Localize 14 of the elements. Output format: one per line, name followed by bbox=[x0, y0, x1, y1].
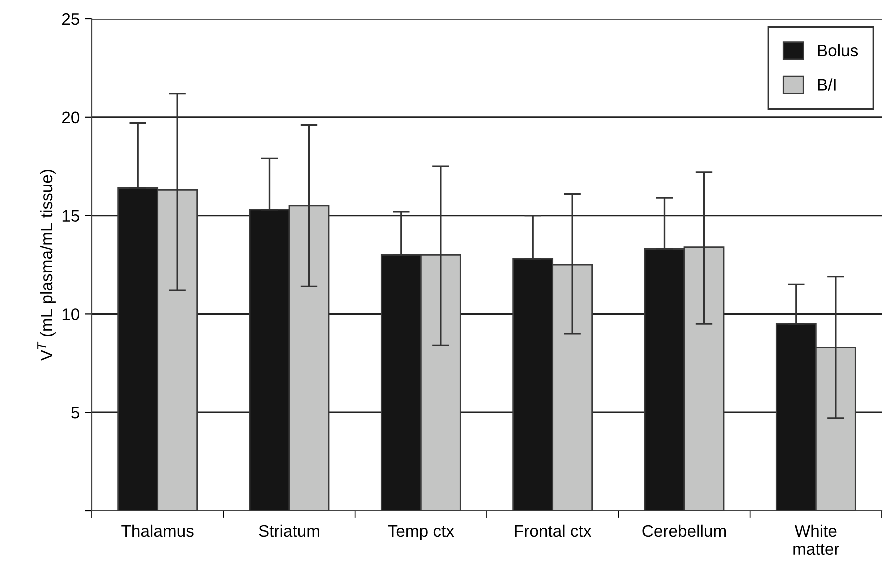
y-tick-label: 5 bbox=[72, 407, 80, 419]
y-tick-label: 15 bbox=[62, 210, 80, 222]
x-tick-label: Thalamus bbox=[122, 524, 194, 538]
legend-label: B/I bbox=[818, 78, 836, 91]
y-tick-label: 20 bbox=[62, 112, 80, 124]
y-axis-title: V$^{T}$ (mL plasma/mL tissue) bbox=[38, 170, 56, 362]
x-tick-label: Cerebellum bbox=[642, 524, 726, 538]
x-tick-label: Frontal ctx bbox=[515, 524, 592, 538]
x-tick-label: White matter bbox=[794, 524, 840, 556]
x-tick-label: Striatum bbox=[259, 524, 320, 538]
x-tick-label: Temp ctx bbox=[388, 526, 454, 540]
y-tick-label: 25 bbox=[62, 13, 80, 26]
legend-label: Bolus bbox=[818, 44, 858, 57]
y-tick-label: 10 bbox=[62, 308, 80, 320]
